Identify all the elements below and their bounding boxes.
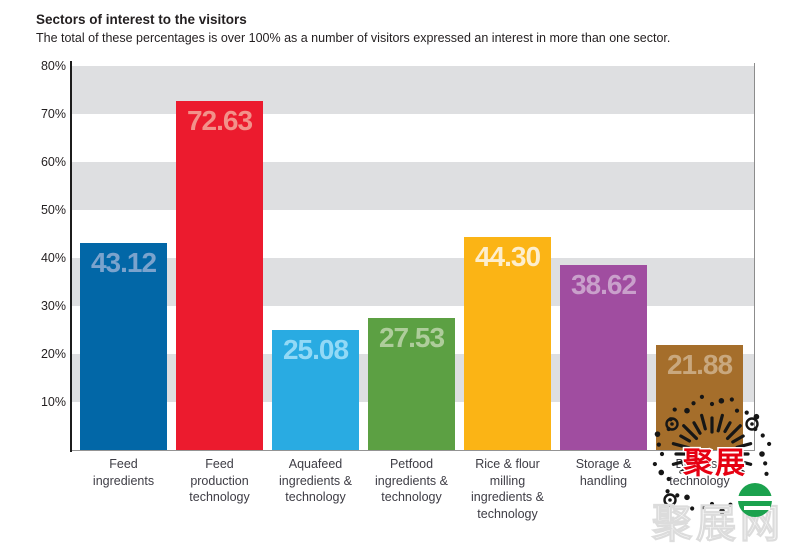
watermark-logo	[736, 483, 774, 517]
x-axis-label-5: Rice & flour milling ingredients & techn…	[471, 457, 544, 521]
bar-2: 72.63	[176, 101, 263, 450]
y-tick-label-20: 20%	[40, 347, 66, 361]
y-tick-label-80: 80%	[40, 59, 66, 73]
y-tick-label-50: 50%	[40, 203, 66, 217]
x-axis-label-4: Petfood ingredients & technology	[375, 457, 448, 504]
bar-6: 38.62	[560, 264, 647, 450]
x-axis-baseline	[72, 450, 755, 451]
watermark-qr-pattern	[652, 394, 772, 514]
y-tick-label-70: 70%	[40, 107, 66, 121]
y-tick-label-40: 40%	[40, 251, 66, 265]
x-axis-label-6: Storage & handling	[575, 457, 632, 488]
x-axis-label-3: Aquafeed ingredients & technology	[279, 457, 352, 504]
y-axis-line	[70, 61, 72, 452]
plot-right-border	[754, 63, 755, 450]
bar-value-label: 43.12	[90, 247, 157, 278]
y-tick-label-30: 30%	[40, 299, 66, 313]
bar-value-label: 38.62	[570, 268, 637, 300]
watermark-brand-text: 聚展	[682, 447, 747, 480]
bar-value-label: 44.30	[474, 241, 541, 273]
chart-title: Sectors of interest to the visitors	[36, 12, 247, 27]
x-axis-label-1: Feed ingredients	[92, 457, 155, 488]
bar-3: 25.08	[272, 329, 359, 450]
bar-value-label: 27.53	[378, 321, 445, 353]
bar-1: 43.12	[80, 243, 167, 450]
bar-value-label: 21.88	[666, 349, 733, 380]
bar-5: 44.30	[464, 237, 551, 450]
bar-value-label: 25.08	[282, 333, 349, 365]
x-axis-label-2: Feed production technology	[189, 457, 250, 504]
watermark: 聚展网 聚展	[651, 394, 781, 543]
y-tick-label-10: 10%	[40, 395, 66, 409]
y-tick-label-60: 60%	[40, 155, 66, 169]
plot-area: 43.12 72.63 25.08 27.53 44.30 38.62 21.88	[72, 66, 754, 450]
bar-4: 27.53	[368, 317, 455, 450]
chart-subtitle: The total of these percentages is over 1…	[36, 31, 671, 45]
bar-value-label: 72.63	[186, 105, 253, 137]
